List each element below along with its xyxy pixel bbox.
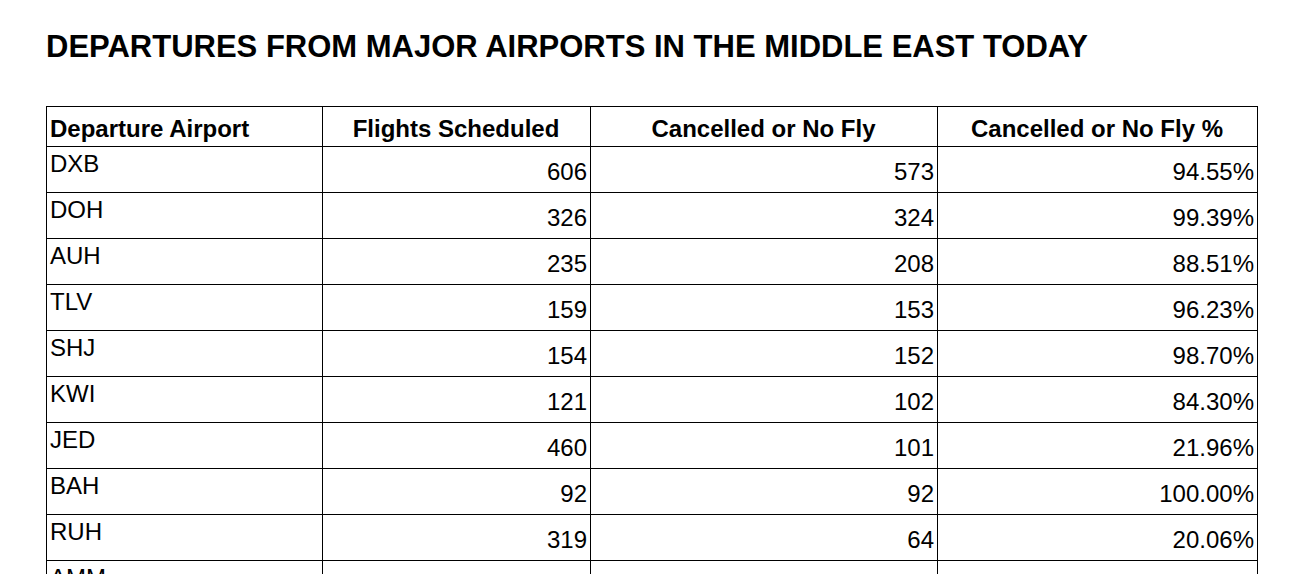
column-header-cancelled-or-no-fly: Cancelled or No Fly	[591, 107, 938, 147]
cancelled-pct-cell: 20.06%	[938, 515, 1258, 561]
airport-cell: TLV	[47, 285, 323, 331]
flights-scheduled-cell: 159	[323, 285, 591, 331]
flights-scheduled-cell: 96	[323, 561, 591, 574]
cancelled-pct-cell: 94.55%	[938, 147, 1258, 193]
cancelled-cell: 573	[591, 147, 938, 193]
flights-scheduled-cell: 460	[323, 423, 591, 469]
flights-scheduled-cell: 319	[323, 515, 591, 561]
cancelled-cell: 153	[591, 285, 938, 331]
column-header-departure-airport: Departure Airport	[47, 107, 323, 147]
table-row: JED46010121.96%	[47, 423, 1258, 469]
cancelled-cell: 324	[591, 193, 938, 239]
airport-cell: AMM	[47, 561, 323, 574]
airport-cell: DOH	[47, 193, 323, 239]
airport-cell: AUH	[47, 239, 323, 285]
cancelled-pct-cell: 21.96%	[938, 423, 1258, 469]
flights-scheduled-cell: 235	[323, 239, 591, 285]
table-row: BAH9292100.00%	[47, 469, 1258, 515]
flights-scheduled-cell: 121	[323, 377, 591, 423]
flights-scheduled-cell: 154	[323, 331, 591, 377]
cancelled-cell: 152	[591, 331, 938, 377]
header-row: Departure Airport Flights Scheduled Canc…	[47, 107, 1258, 147]
airport-cell: RUH	[47, 515, 323, 561]
airport-cell: JED	[47, 423, 323, 469]
airport-cell: SHJ	[47, 331, 323, 377]
column-header-flights-scheduled: Flights Scheduled	[323, 107, 591, 147]
cancelled-pct-cell: 63.54%	[938, 561, 1258, 574]
departures-table: Departure Airport Flights Scheduled Canc…	[46, 106, 1258, 574]
flights-scheduled-cell: 326	[323, 193, 591, 239]
cancelled-cell: 92	[591, 469, 938, 515]
cancelled-cell: 64	[591, 515, 938, 561]
cancelled-pct-cell: 99.39%	[938, 193, 1258, 239]
table-row: KWI12110284.30%	[47, 377, 1258, 423]
table-body: DXB60657394.55%DOH32632499.39%AUH2352088…	[47, 147, 1258, 574]
page: DEPARTURES FROM MAJOR AIRPORTS IN THE MI…	[0, 0, 1312, 574]
airport-cell: BAH	[47, 469, 323, 515]
column-header-cancelled-or-no-fly-pct: Cancelled or No Fly %	[938, 107, 1258, 147]
cancelled-pct-cell: 98.70%	[938, 331, 1258, 377]
table-row: SHJ15415298.70%	[47, 331, 1258, 377]
table-row: DXB60657394.55%	[47, 147, 1258, 193]
cancelled-cell: 101	[591, 423, 938, 469]
table-row: AMM966163.54%	[47, 561, 1258, 574]
table-row: RUH3196420.06%	[47, 515, 1258, 561]
cancelled-pct-cell: 96.23%	[938, 285, 1258, 331]
airport-cell: KWI	[47, 377, 323, 423]
cancelled-cell: 61	[591, 561, 938, 574]
table-row: DOH32632499.39%	[47, 193, 1258, 239]
cancelled-cell: 208	[591, 239, 938, 285]
cancelled-pct-cell: 84.30%	[938, 377, 1258, 423]
flights-scheduled-cell: 92	[323, 469, 591, 515]
cancelled-cell: 102	[591, 377, 938, 423]
cancelled-pct-cell: 88.51%	[938, 239, 1258, 285]
airport-cell: DXB	[47, 147, 323, 193]
flights-scheduled-cell: 606	[323, 147, 591, 193]
table-row: TLV15915396.23%	[47, 285, 1258, 331]
table-row: AUH23520888.51%	[47, 239, 1258, 285]
page-title: DEPARTURES FROM MAJOR AIRPORTS IN THE MI…	[46, 30, 1312, 64]
cancelled-pct-cell: 100.00%	[938, 469, 1258, 515]
